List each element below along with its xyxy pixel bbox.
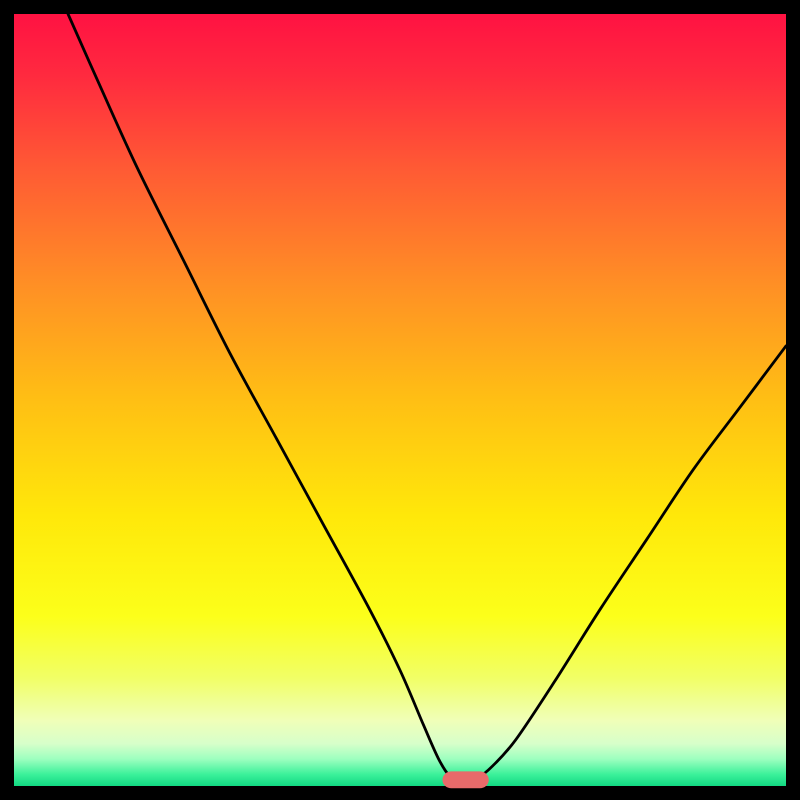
optimum-marker	[442, 771, 488, 788]
bottleneck-chart	[0, 0, 800, 800]
chart-frame: TheBottleneck.com	[0, 0, 800, 800]
